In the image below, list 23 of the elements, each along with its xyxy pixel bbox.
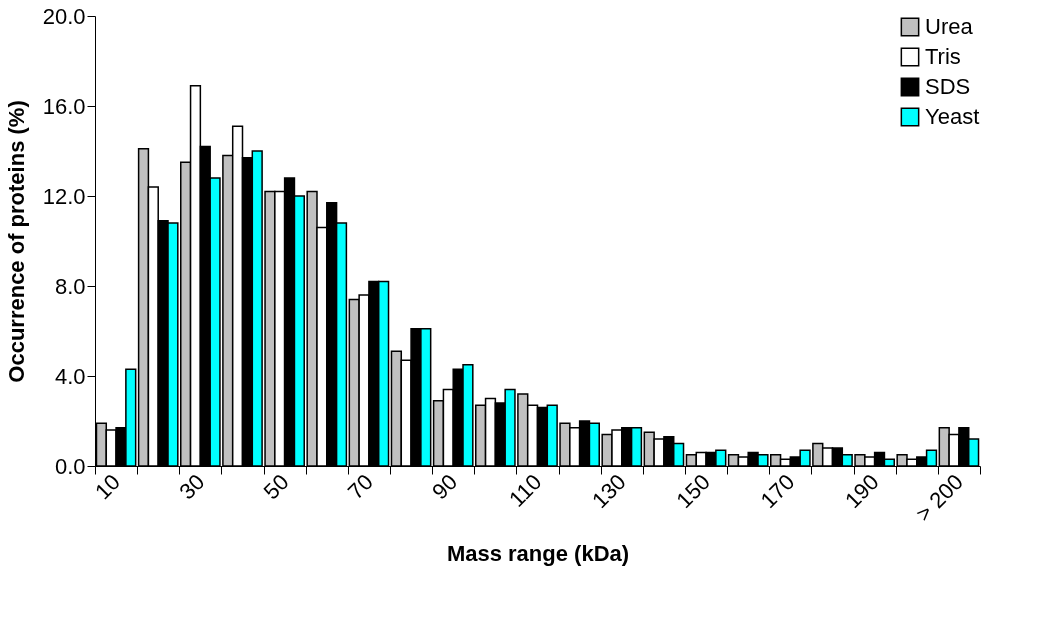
x-tick-label: 170	[755, 469, 800, 513]
x-tick-label: 30	[174, 469, 210, 505]
legend-label: Tris	[925, 44, 961, 69]
y-tick-label: 16.0	[42, 93, 86, 119]
y-tick-label: 4.0	[54, 363, 86, 389]
y-tick-label: 20.0	[42, 3, 86, 29]
y-tick-label: 12.0	[42, 183, 86, 209]
legend-label: SDS	[925, 74, 971, 99]
y-tick-label: 0.0	[54, 453, 86, 479]
x-tick-label: 70	[342, 469, 378, 505]
legend-label: Urea	[925, 14, 974, 39]
y-tick-label: 8.0	[54, 273, 86, 299]
x-tick-label: 50	[258, 469, 294, 505]
x-tick-label: 150	[671, 469, 716, 513]
x-tick-label: 130	[587, 469, 631, 513]
legend-label: Yeast	[925, 104, 980, 129]
x-axis-title: Mass range (kDa)	[446, 540, 630, 566]
x-tick-label: 10	[90, 469, 126, 505]
x-tick-label: 190	[839, 469, 884, 513]
x-tick-label: 90	[427, 469, 463, 505]
x-tick-label: > 200	[910, 469, 968, 527]
y-axis-title: Occurrence of proteins (%)	[3, 100, 29, 383]
x-tick-label: 110	[504, 469, 547, 512]
